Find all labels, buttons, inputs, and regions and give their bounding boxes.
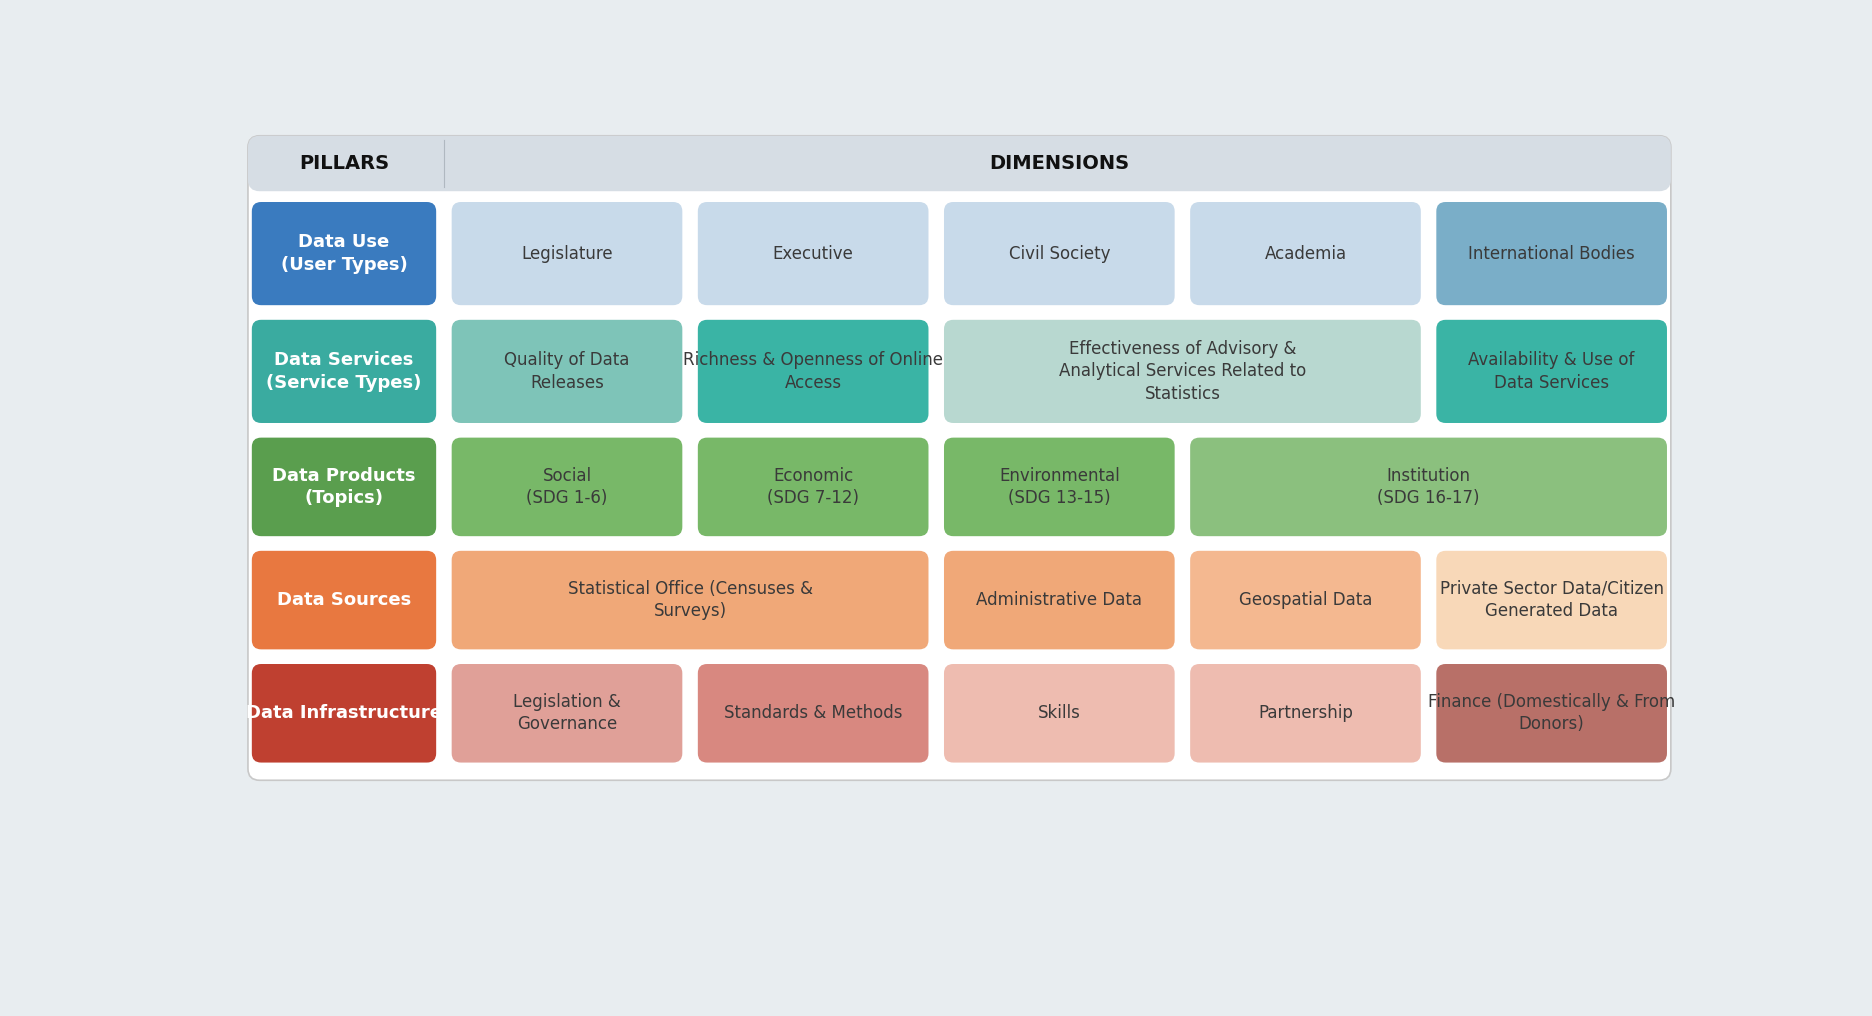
FancyBboxPatch shape (698, 202, 929, 305)
FancyBboxPatch shape (247, 136, 1672, 780)
Text: Geospatial Data: Geospatial Data (1239, 591, 1372, 609)
Text: Institution
(SDG 16-17): Institution (SDG 16-17) (1378, 466, 1479, 507)
FancyBboxPatch shape (451, 551, 929, 649)
Text: Data Services
(Service Types): Data Services (Service Types) (266, 352, 421, 391)
FancyBboxPatch shape (1191, 551, 1421, 649)
FancyBboxPatch shape (1191, 664, 1421, 763)
FancyBboxPatch shape (943, 320, 1421, 423)
Text: Environmental
(SDG 13-15): Environmental (SDG 13-15) (1000, 466, 1119, 507)
FancyBboxPatch shape (943, 202, 1174, 305)
Text: Statistical Office (Censuses &
Surveys): Statistical Office (Censuses & Surveys) (567, 580, 812, 620)
Text: Quality of Data
Releases: Quality of Data Releases (504, 352, 629, 391)
Text: Effectiveness of Advisory &
Analytical Services Related to
Statistics: Effectiveness of Advisory & Analytical S… (1060, 340, 1307, 402)
Text: Data Infrastructure: Data Infrastructure (245, 704, 442, 722)
FancyBboxPatch shape (943, 664, 1174, 763)
Text: Academia: Academia (1264, 245, 1346, 262)
FancyBboxPatch shape (698, 320, 929, 423)
Text: Finance (Domestically & From
Donors): Finance (Domestically & From Donors) (1428, 693, 1675, 734)
FancyBboxPatch shape (1436, 664, 1666, 763)
Text: DIMENSIONS: DIMENSIONS (988, 154, 1129, 173)
FancyBboxPatch shape (451, 202, 681, 305)
FancyBboxPatch shape (698, 664, 929, 763)
FancyBboxPatch shape (253, 202, 436, 305)
Text: Data Use
(User Types): Data Use (User Types) (281, 234, 408, 273)
Text: Social
(SDG 1-6): Social (SDG 1-6) (526, 466, 608, 507)
FancyBboxPatch shape (253, 551, 436, 649)
FancyBboxPatch shape (1436, 551, 1666, 649)
FancyBboxPatch shape (247, 136, 1672, 191)
Text: Economic
(SDG 7-12): Economic (SDG 7-12) (768, 466, 859, 507)
FancyBboxPatch shape (253, 664, 436, 763)
Text: Data Sources: Data Sources (277, 591, 412, 609)
FancyBboxPatch shape (451, 664, 681, 763)
Text: Availability & Use of
Data Services: Availability & Use of Data Services (1468, 352, 1634, 391)
FancyBboxPatch shape (1191, 438, 1666, 536)
FancyBboxPatch shape (253, 320, 436, 423)
FancyBboxPatch shape (698, 438, 929, 536)
Text: Legislature: Legislature (520, 245, 612, 262)
Text: Private Sector Data/Citizen
Generated Data: Private Sector Data/Citizen Generated Da… (1440, 580, 1664, 620)
Text: Partnership: Partnership (1258, 704, 1353, 722)
FancyBboxPatch shape (943, 551, 1174, 649)
Text: Skills: Skills (1037, 704, 1080, 722)
Text: Standards & Methods: Standards & Methods (724, 704, 902, 722)
Text: Richness & Openness of Online
Access: Richness & Openness of Online Access (683, 352, 943, 391)
FancyBboxPatch shape (943, 438, 1174, 536)
Text: Legislation &
Governance: Legislation & Governance (513, 693, 622, 734)
FancyBboxPatch shape (1191, 202, 1421, 305)
FancyBboxPatch shape (451, 320, 681, 423)
Text: Data Products
(Topics): Data Products (Topics) (271, 466, 416, 507)
Text: Administrative Data: Administrative Data (977, 591, 1142, 609)
FancyBboxPatch shape (451, 438, 681, 536)
FancyBboxPatch shape (1436, 202, 1666, 305)
FancyBboxPatch shape (1436, 320, 1666, 423)
Text: Civil Society: Civil Society (1009, 245, 1110, 262)
FancyBboxPatch shape (253, 438, 436, 536)
Text: PILLARS: PILLARS (300, 154, 389, 173)
Text: Executive: Executive (773, 245, 854, 262)
Text: International Bodies: International Bodies (1468, 245, 1634, 262)
